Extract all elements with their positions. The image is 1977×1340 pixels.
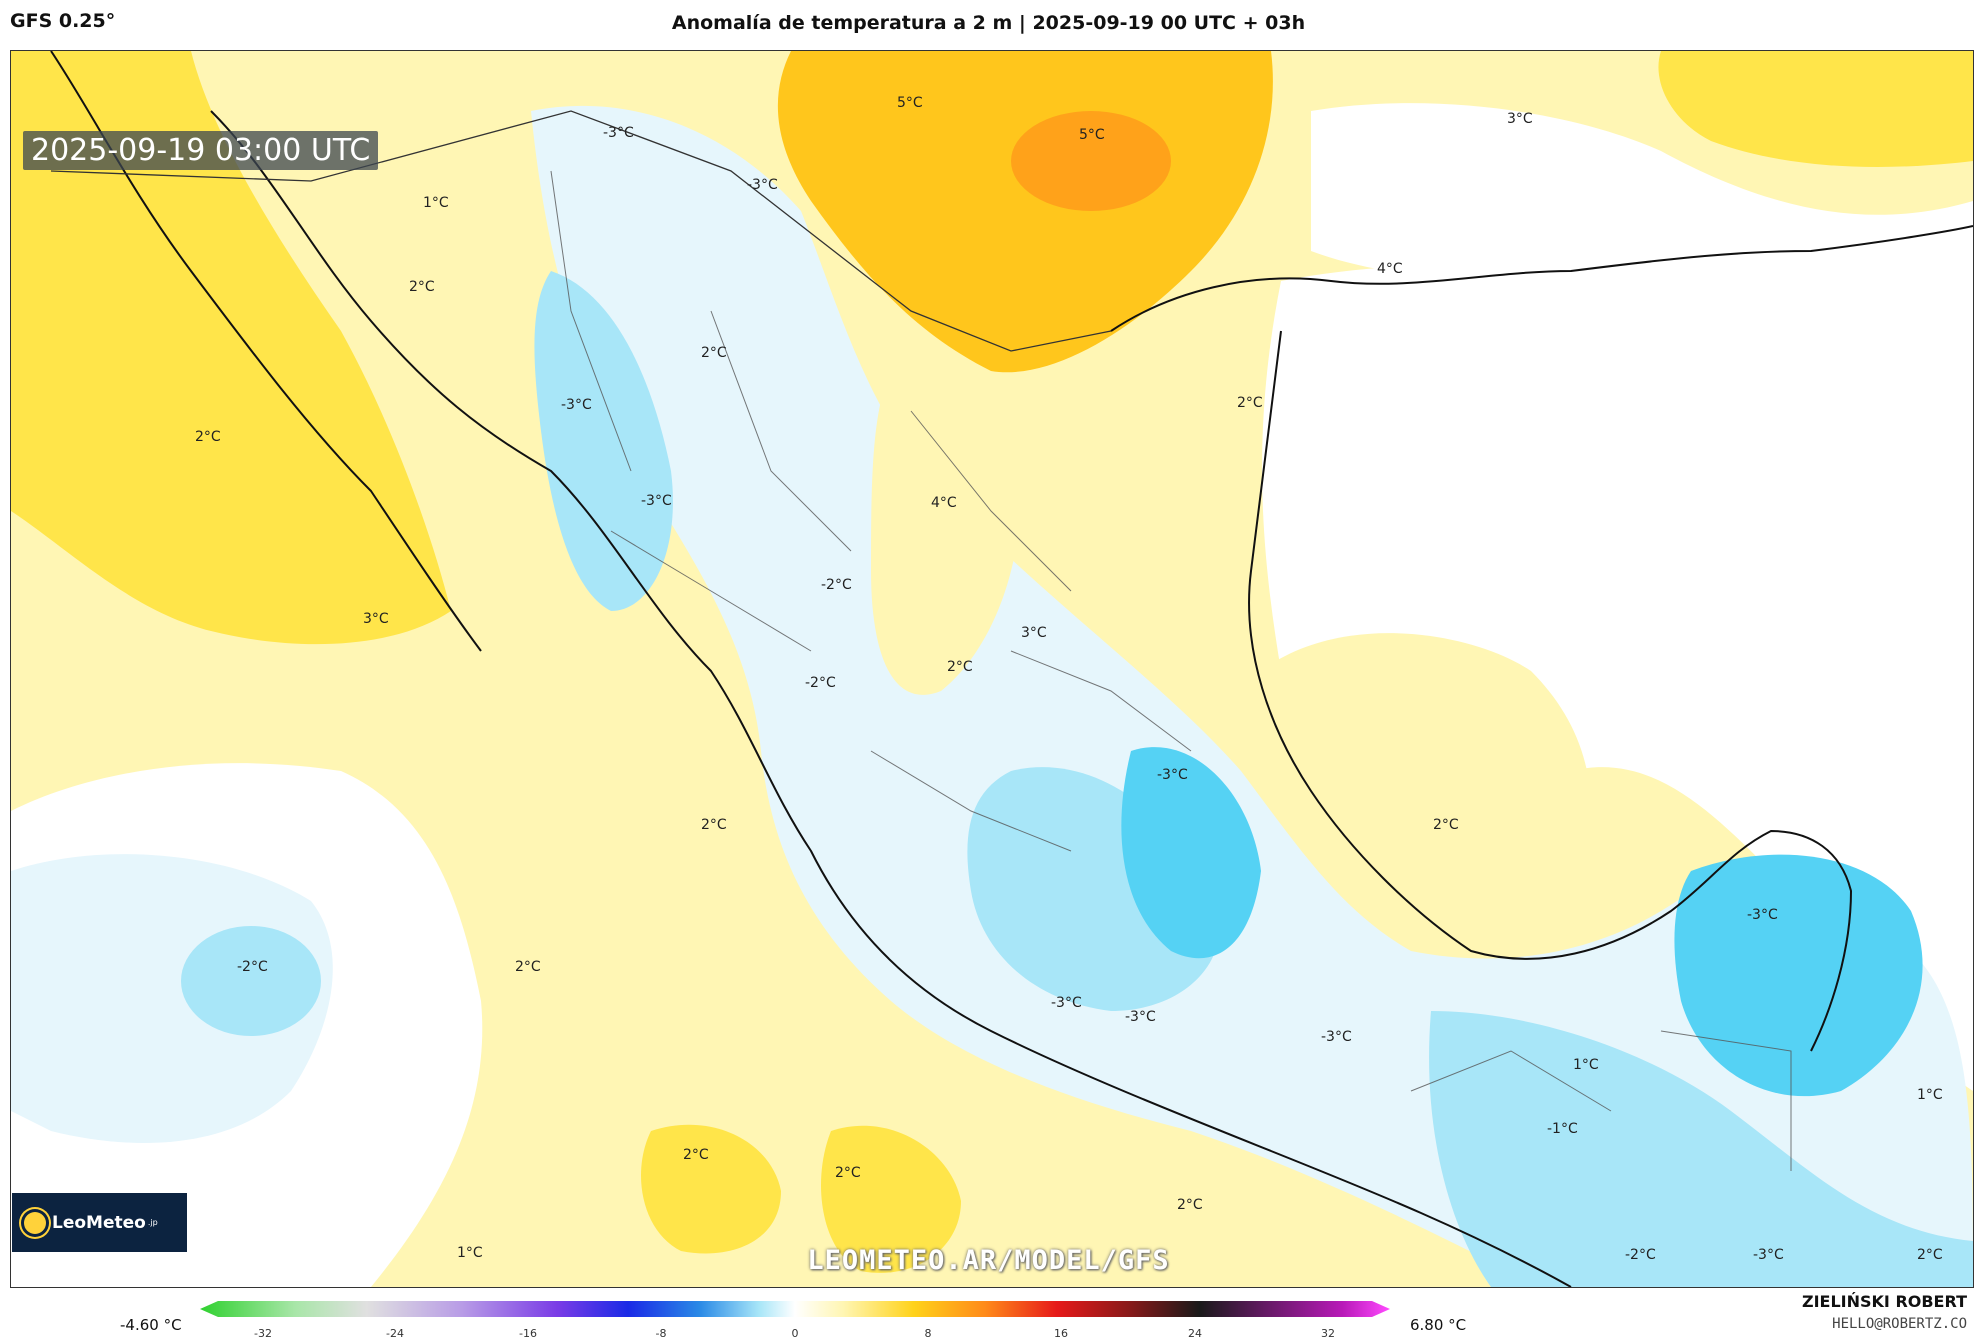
colorbar-tick: 8 bbox=[924, 1327, 932, 1340]
isotherm-label: 1°C bbox=[457, 1245, 483, 1261]
colorbar-max-label: 6.80 °C bbox=[1410, 1316, 1467, 1334]
isotherm-label: -1°C bbox=[1547, 1121, 1578, 1137]
colorbar-tick: 0 bbox=[791, 1327, 799, 1340]
colorbar-tick: -24 bbox=[386, 1327, 404, 1340]
isotherm-label: 2°C bbox=[195, 429, 221, 445]
isotherm-label: -2°C bbox=[821, 577, 852, 593]
yucatan-cool-core bbox=[1674, 854, 1923, 1097]
author-name: ZIELIŃSKI ROBERT bbox=[1801, 1292, 1967, 1311]
central-america-cool bbox=[1429, 1011, 1973, 1287]
north-warm-core bbox=[1011, 111, 1171, 211]
forecast-timestamp: 2025-09-19 03:00 UTC bbox=[23, 131, 379, 170]
colorbar bbox=[200, 1301, 1390, 1317]
isotherm-label: 3°C bbox=[1507, 111, 1533, 127]
leometeo-logo: LeoMeteo .jp bbox=[12, 1193, 187, 1252]
baja-warm-strip bbox=[11, 51, 451, 645]
colorbar-tick: -8 bbox=[655, 1327, 667, 1340]
isotherm-label: -3°C bbox=[1753, 1247, 1784, 1263]
isotherm-label: 1°C bbox=[1917, 1087, 1943, 1103]
isotherm-label: -3°C bbox=[561, 397, 592, 413]
map-canvas bbox=[11, 51, 1973, 1287]
isotherm-label: -3°C bbox=[1321, 1029, 1352, 1045]
sun-icon bbox=[24, 1211, 46, 1234]
mexico-cool-band bbox=[531, 105, 1973, 1287]
pacific-cool-core bbox=[181, 926, 321, 1036]
colorbar-min-label: -4.60 °C bbox=[120, 1316, 182, 1334]
isotherm-label: 2°C bbox=[515, 959, 541, 975]
isotherm-label: 2°C bbox=[1917, 1247, 1943, 1263]
isotherm-label: 2°C bbox=[701, 345, 727, 361]
northeast-neutral-region bbox=[1311, 103, 1973, 302]
gulf-warm-blob bbox=[1258, 633, 1592, 973]
isotherm-label: 3°C bbox=[1021, 625, 1047, 641]
isotherm-label: 2°C bbox=[947, 659, 973, 675]
isotherm-label: -3°C bbox=[1747, 907, 1778, 923]
interior-warm-patch bbox=[871, 369, 1021, 695]
colorbar-tick: 32 bbox=[1321, 1327, 1335, 1340]
isotherm-label: 2°C bbox=[835, 1165, 861, 1181]
us-border bbox=[50, 110, 1112, 352]
mexico-cool-core-east bbox=[1121, 747, 1261, 959]
isotherm-label: -3°C bbox=[747, 177, 778, 193]
isotherm-label: 3°C bbox=[363, 611, 389, 627]
colorbar-tick: -16 bbox=[519, 1327, 537, 1340]
isotherm-label: 1°C bbox=[1573, 1057, 1599, 1073]
colorbar-tick: 16 bbox=[1054, 1327, 1068, 1340]
state-borders bbox=[550, 170, 1792, 1171]
isotherm-label: 2°C bbox=[409, 279, 435, 295]
isotherm-label: 2°C bbox=[1177, 1197, 1203, 1213]
isotherm-label: -2°C bbox=[805, 675, 836, 691]
author-email: HELLO@ROBERTZ.CO bbox=[1832, 1316, 1967, 1332]
isotherm-label: -3°C bbox=[603, 125, 634, 141]
isotherm-label: 1°C bbox=[423, 195, 449, 211]
logo-text: LeoMeteo bbox=[52, 1212, 146, 1233]
isotherm-label: 5°C bbox=[1079, 127, 1105, 143]
isotherm-label: -3°C bbox=[641, 493, 672, 509]
model-name: GFS 0.25° bbox=[10, 10, 116, 32]
isotherm-label: -2°C bbox=[237, 959, 268, 975]
isotherm-label: -3°C bbox=[1157, 767, 1188, 783]
isotherm-label: -2°C bbox=[1625, 1247, 1656, 1263]
gulf-coastline bbox=[1110, 225, 1973, 1052]
map-watermark: LEOMETEO.AR/MODEL/GFS bbox=[807, 1245, 1170, 1276]
isotherm-label: 5°C bbox=[897, 95, 923, 111]
map-title: Anomalía de temperatura a 2 m | 2025-09-… bbox=[671, 12, 1306, 34]
colorbar-tick: -32 bbox=[254, 1327, 272, 1340]
isotherm-label: 2°C bbox=[1237, 395, 1263, 411]
colorbar-tick: 24 bbox=[1188, 1327, 1202, 1340]
logo-suffix: .jp bbox=[147, 1218, 158, 1227]
isotherm-label: 4°C bbox=[1377, 261, 1403, 277]
isotherm-label: -3°C bbox=[1051, 995, 1082, 1011]
temperature-anomaly-map: 2025-09-19 03:00 UTC 5°C 5°C 3°C -3°C -3… bbox=[10, 50, 1974, 1288]
south-warm-patch-1 bbox=[641, 1124, 781, 1254]
isotherm-label: 2°C bbox=[1433, 817, 1459, 833]
south-warm-patch-2 bbox=[821, 1125, 961, 1273]
isotherm-label: 4°C bbox=[931, 495, 957, 511]
mexico-cool-core-west bbox=[534, 271, 673, 611]
isotherm-label: -3°C bbox=[1125, 1009, 1156, 1025]
isotherm-label: 2°C bbox=[683, 1147, 709, 1163]
isotherm-label: 2°C bbox=[701, 817, 727, 833]
northeast-warm-region bbox=[1658, 51, 1973, 167]
